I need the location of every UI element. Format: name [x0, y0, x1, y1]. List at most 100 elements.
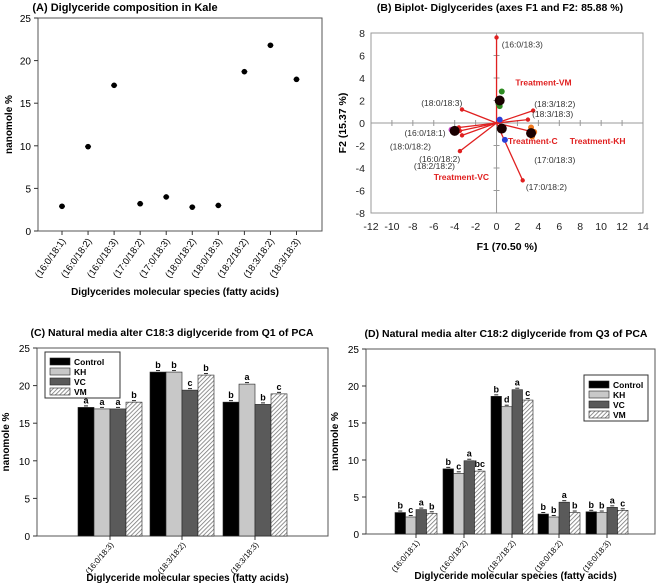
- x-tick-label: (18:3/18:3): [229, 540, 261, 576]
- panel-a: (A) Diglyceride composition in Kale 0 5 10 1…: [4, 2, 323, 298]
- legend-swatch: [588, 380, 610, 389]
- significance-letter: b: [398, 501, 404, 511]
- y-tick-label: 5: [353, 493, 359, 504]
- significance-letter: b: [494, 384, 500, 394]
- bar-kh: [93, 408, 111, 537]
- bar-vm: [474, 470, 486, 535]
- data-point: [241, 68, 248, 75]
- significance-letter: b: [203, 363, 209, 373]
- y-tick-label: 5: [24, 494, 30, 505]
- vector-label: (18:0/18:3): [421, 98, 462, 108]
- vector-label: (18:3/18:3): [532, 109, 573, 119]
- y-tick-label: -8: [356, 208, 365, 220]
- y-tick-label: 15: [20, 99, 32, 110]
- y-tick-label: 2: [359, 96, 365, 108]
- significance-letter: a: [115, 397, 121, 407]
- y-tick-label: 5: [25, 184, 31, 195]
- y-tick-label: 0: [25, 227, 31, 238]
- x-tick-label: 2: [515, 221, 521, 233]
- vector-label: (17:0/18:2): [526, 182, 567, 192]
- significance-letter: b: [446, 457, 452, 467]
- y-axis-label: F2 (15.37 %): [337, 93, 349, 154]
- x-tick-label: 14: [637, 221, 649, 233]
- x-tick-label: -6: [429, 221, 438, 233]
- significance-letter: d: [504, 395, 510, 405]
- vector-endpoint: [494, 35, 499, 40]
- bar-control: [490, 396, 502, 535]
- vector-label: (18:3/18:2): [534, 99, 575, 109]
- significance-letter: a: [515, 378, 521, 388]
- significance-letter: b: [260, 392, 266, 402]
- bar-control: [394, 512, 406, 535]
- significance-letter: b: [228, 390, 234, 400]
- bar-control: [222, 401, 240, 537]
- x-tick-label: 10: [595, 221, 607, 233]
- bar-vc: [606, 507, 618, 535]
- observation-point: [496, 116, 503, 123]
- x-tick-label: (18:0/18:2): [533, 538, 565, 574]
- treatment-label: Treatment-VM: [515, 78, 571, 88]
- panel-a-title: (A) Diglyceride composition in Kale: [32, 2, 217, 14]
- legend-label: Control: [613, 380, 643, 390]
- legend-label: VM: [74, 387, 87, 397]
- vector-label: (18:2/18:2): [414, 161, 455, 171]
- vector-label: (16:0/18:3): [502, 39, 543, 49]
- panel-title: (C) Natural media alter C18:3 diglycerid…: [31, 327, 314, 339]
- plot-frame: [37, 17, 323, 232]
- bar-control: [537, 513, 549, 535]
- observation-point: [498, 88, 505, 95]
- observation-point: [496, 123, 507, 134]
- y-tick-label: 15: [348, 419, 360, 430]
- x-axis-label: F1 (70.50 %): [477, 241, 538, 253]
- y-tick-label: 20: [20, 57, 32, 68]
- bar-vm: [125, 401, 143, 537]
- bar-control: [149, 371, 167, 537]
- significance-letter: b: [541, 502, 547, 512]
- significance-letter: a: [419, 498, 425, 508]
- vector-label: (17:0/18:3): [534, 155, 575, 165]
- significance-letter: c: [187, 378, 192, 388]
- significance-letter: a: [610, 495, 616, 505]
- x-tick-label: -8: [408, 221, 417, 233]
- significance-letter: b: [572, 501, 578, 511]
- bar-vm: [569, 512, 581, 535]
- y-tick-label: 25: [19, 344, 31, 355]
- y-tick-label: 0: [24, 532, 30, 543]
- legend-label: VM: [613, 410, 626, 420]
- bar-vm: [270, 393, 288, 537]
- y-tick-label: 0: [353, 530, 359, 541]
- observation-point: [449, 125, 460, 136]
- data-point: [137, 200, 143, 207]
- data-point: [163, 194, 170, 200]
- vector-endpoint: [520, 178, 525, 183]
- legend-swatch: [49, 367, 71, 376]
- bar-kh: [548, 516, 560, 535]
- bar-kh: [501, 406, 513, 535]
- x-tick-label: -12: [363, 221, 378, 233]
- legend-swatch: [588, 410, 610, 419]
- panel-title: (D) Natural media alter C18:2 diglycerid…: [365, 328, 648, 340]
- data-point: [85, 143, 91, 150]
- x-tick-label: (16:0/18:1): [390, 538, 422, 574]
- treatment-label: Treatment-C: [508, 136, 558, 146]
- y-tick-label: 15: [19, 419, 31, 430]
- significance-letter: c: [525, 388, 530, 398]
- significance-letter: a: [83, 395, 89, 405]
- panel-c: (C) Natural media alter C18:3 diglycerid…: [1, 327, 329, 584]
- bar-vc: [415, 509, 427, 535]
- significance-letter: b: [599, 501, 605, 511]
- significance-letter: a: [99, 397, 105, 407]
- panel-b-title: (B) Biplot- Diglycerides (axes F1 and F2…: [377, 2, 623, 14]
- y-tick-label: 0: [359, 118, 365, 130]
- bar-vc: [181, 389, 199, 537]
- legend-swatch: [49, 387, 71, 396]
- x-tick-label: -10: [384, 221, 399, 233]
- x-tick-label: (18:0/18:3): [581, 538, 613, 574]
- vector-label: (16:0/18:1): [404, 128, 445, 138]
- data-point: [267, 42, 274, 49]
- y-tick-label: -2: [356, 141, 365, 153]
- bar-kh: [596, 512, 608, 535]
- y-axis-label: nanomole %: [330, 412, 341, 471]
- bar-vm: [426, 512, 438, 535]
